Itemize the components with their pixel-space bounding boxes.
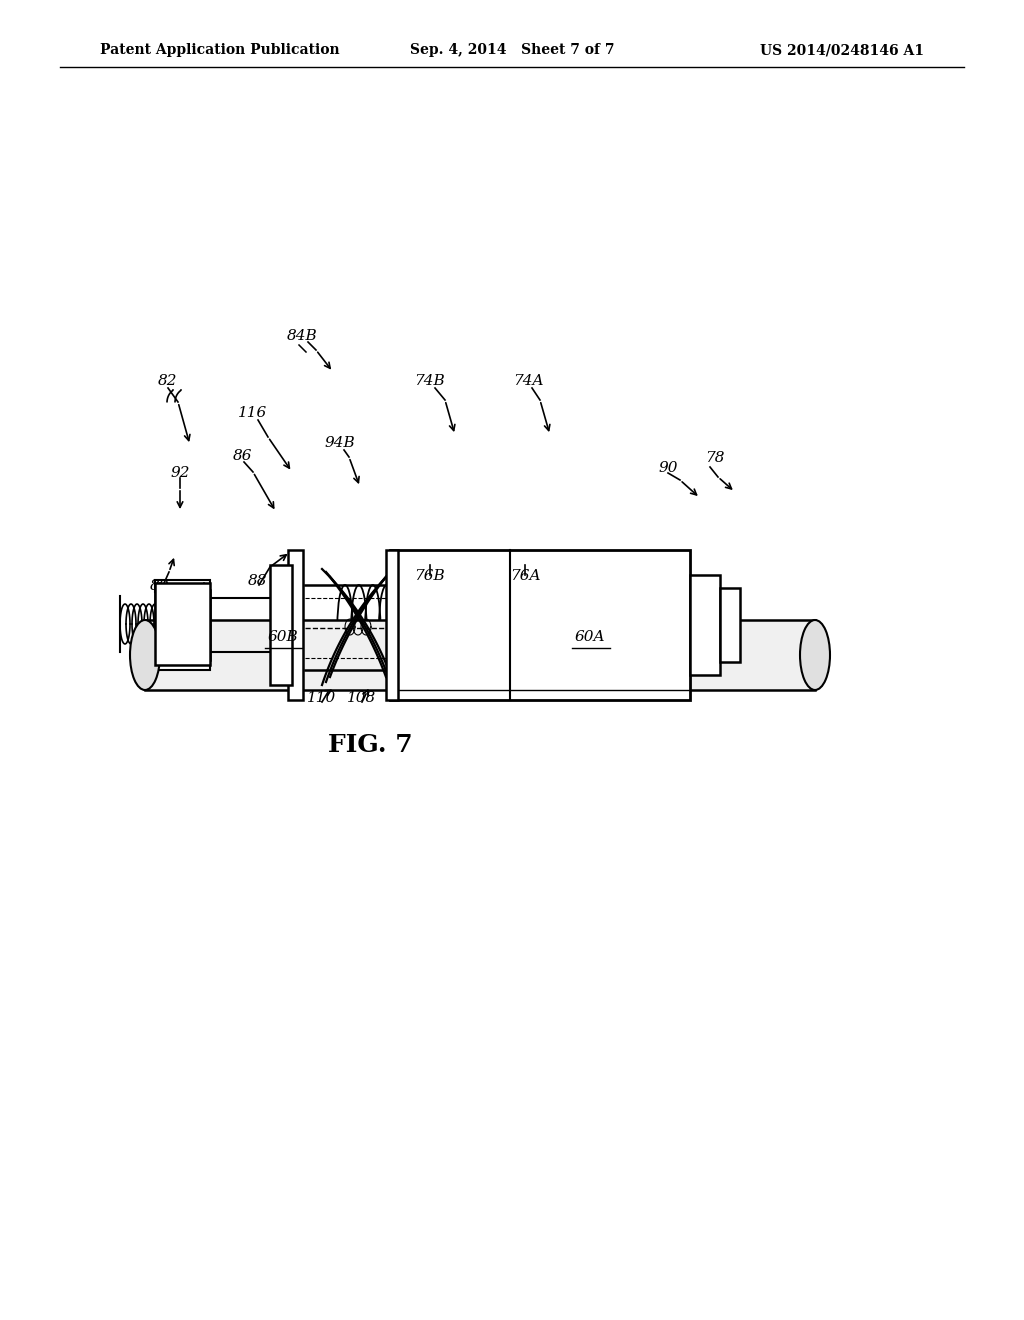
Bar bbox=[145, 620, 430, 690]
Text: 92: 92 bbox=[170, 466, 189, 480]
Text: 94B: 94B bbox=[325, 436, 355, 450]
Bar bbox=[690, 576, 720, 675]
Text: 74A: 74A bbox=[513, 374, 544, 388]
Text: 108: 108 bbox=[347, 690, 377, 705]
Ellipse shape bbox=[800, 620, 830, 690]
Text: 78: 78 bbox=[706, 451, 725, 465]
Text: 86: 86 bbox=[233, 449, 253, 463]
Text: 116: 116 bbox=[239, 407, 267, 420]
Bar bbox=[162, 595, 203, 655]
Text: Patent Application Publication: Patent Application Publication bbox=[100, 44, 340, 57]
Text: 60B: 60B bbox=[267, 630, 298, 644]
Text: 84B: 84B bbox=[287, 329, 317, 343]
Text: FIG. 7: FIG. 7 bbox=[328, 733, 413, 756]
Bar bbox=[155, 590, 210, 660]
Text: 88: 88 bbox=[248, 574, 267, 587]
Bar bbox=[155, 657, 210, 671]
Bar bbox=[386, 550, 398, 700]
Text: 76B: 76B bbox=[415, 569, 445, 583]
Text: US 2014/0248146 A1: US 2014/0248146 A1 bbox=[760, 44, 924, 57]
Text: 60A: 60A bbox=[574, 630, 605, 644]
Text: 82: 82 bbox=[159, 374, 178, 388]
Text: 76A: 76A bbox=[510, 569, 541, 583]
Text: 90: 90 bbox=[658, 461, 678, 475]
Text: Sep. 4, 2014   Sheet 7 of 7: Sep. 4, 2014 Sheet 7 of 7 bbox=[410, 44, 614, 57]
Text: 74B: 74B bbox=[415, 374, 445, 388]
Bar bbox=[270, 565, 292, 685]
Text: 80: 80 bbox=[151, 579, 170, 593]
Bar bbox=[430, 620, 815, 690]
Text: 110: 110 bbox=[307, 690, 337, 705]
Bar bbox=[288, 550, 303, 700]
Bar bbox=[390, 550, 690, 700]
Bar bbox=[155, 579, 210, 591]
Bar bbox=[720, 587, 740, 663]
Polygon shape bbox=[155, 583, 210, 665]
Ellipse shape bbox=[130, 620, 160, 690]
